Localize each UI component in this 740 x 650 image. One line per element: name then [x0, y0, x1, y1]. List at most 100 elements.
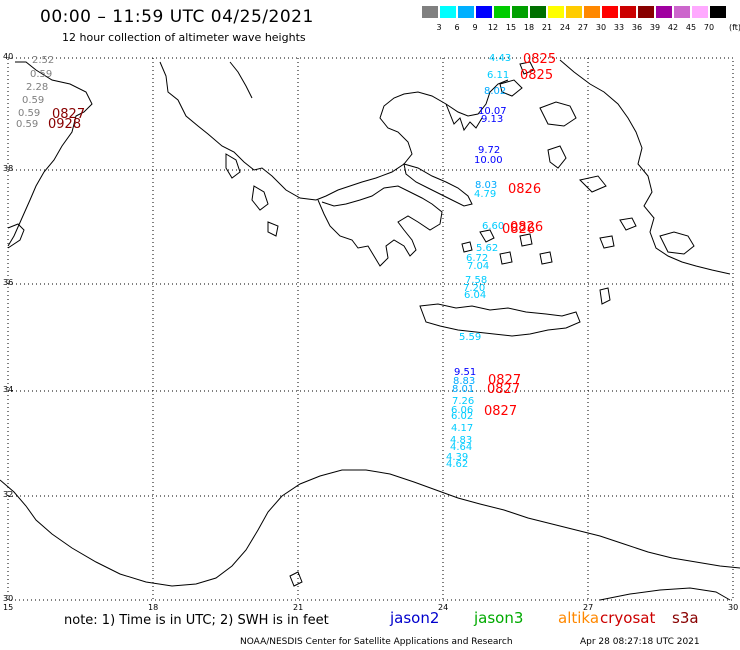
legend-label: 21 [541, 23, 553, 32]
map-title: 00:00 – 11:59 UTC 04/25/2021 [40, 7, 314, 27]
coastlines [0, 59, 740, 601]
swh-value: 4.64 [450, 442, 473, 453]
legend-label: 24 [559, 23, 571, 32]
credit-text: NOAA/NESDIS Center for Satellite Applica… [240, 637, 513, 647]
map-subtitle: 12 hour collection of altimeter wave hei… [62, 31, 306, 44]
legend-label: 6 [454, 23, 460, 32]
swh-value: 8.03 [475, 180, 498, 191]
legend-swatch [511, 5, 529, 19]
legend-label: 39 [649, 23, 661, 32]
pass-time-label: 0826 [510, 220, 544, 235]
swh-value: 4.83 [450, 435, 473, 446]
swh-value: 9.13 [481, 114, 504, 125]
swh-value: 0.59 [30, 69, 53, 80]
legend-swatch [583, 5, 601, 19]
pass-time-label: 0825 [520, 68, 554, 83]
legend-swatch [475, 5, 493, 19]
latitude-tick-label: 38 [3, 164, 14, 173]
legend-swatch [709, 5, 727, 19]
swh-value: 4.62 [446, 459, 469, 470]
swh-value: 6.11 [487, 70, 510, 81]
swh-value: 4.17 [451, 423, 474, 434]
legend-swatch [691, 5, 709, 19]
swh-value: 0.59 [16, 119, 39, 130]
legend-swatch [547, 5, 565, 19]
longitude-tick-label: 30 [728, 603, 739, 612]
swh-value: 4.39 [446, 452, 469, 463]
legend-label: 70 [703, 23, 715, 32]
pass-time-label: 0826 [502, 222, 536, 237]
longitude-tick-label: 15 [3, 603, 14, 612]
legend-label: 3 [436, 23, 442, 32]
map-frame [7, 57, 734, 601]
latitude-tick-label: 34 [3, 385, 14, 394]
swh-value: 7.04 [467, 261, 490, 272]
swh-value: 8.02 [484, 86, 507, 97]
legend-label: 12 [487, 23, 499, 32]
swh-value: 10.00 [474, 155, 503, 166]
swh-value: 8.01 [452, 384, 475, 395]
swh-value: 0.59 [18, 108, 41, 119]
swh-value: 9.51 [454, 367, 477, 378]
satellite-jason3-label: jason3 [474, 609, 524, 627]
longitude-tick-label: 18 [148, 603, 159, 612]
legend-label: 33 [613, 23, 625, 32]
swh-value: 8.83 [453, 376, 476, 387]
pass-time-label: 0826 [508, 182, 542, 197]
swh-value: 6.06 [451, 405, 474, 416]
longitude-tick-label: 21 [293, 603, 304, 612]
swh-value: 4.43 [489, 53, 512, 64]
legend-label: 36 [631, 23, 643, 32]
legend-swatch [619, 5, 637, 19]
pass-time-label: 0827 [52, 107, 86, 122]
legend-label: 18 [523, 23, 535, 32]
satellite-cryosat-label: cryosat [600, 609, 656, 627]
legend-label: 9 [472, 23, 478, 32]
longitude-tick-label: 24 [438, 603, 449, 612]
longitude-tick-label: 27 [583, 603, 594, 612]
legend-label: 15 [505, 23, 517, 32]
swh-value: 6.02 [451, 411, 474, 422]
latitude-tick-label: 40 [3, 52, 14, 61]
pass-time-label: 0827 [487, 382, 521, 397]
legend-label: 45 [685, 23, 697, 32]
latitude-tick-label: 36 [3, 278, 14, 287]
legend-label: 30 [595, 23, 607, 32]
swh-value: 7.20 [463, 283, 486, 294]
satellite-jason2-label: jason2 [390, 609, 440, 627]
latitude-tick-label: 30 [3, 594, 14, 603]
legend-swatch [457, 5, 475, 19]
legend-label: 42 [667, 23, 679, 32]
legend-unit: (ft) [728, 23, 740, 32]
pass-time-label: 0825 [523, 52, 557, 67]
swh-value: 7.26 [452, 396, 475, 407]
pass-time-label: 0827 [488, 373, 522, 388]
swh-value: 6.72 [466, 253, 489, 264]
legend-swatch [493, 5, 511, 19]
swh-value: 6.04 [464, 290, 487, 301]
legend-label: 27 [577, 23, 589, 32]
swh-value: 4.79 [474, 189, 497, 200]
generation-timestamp: Apr 28 08:27:18 UTC 2021 [580, 637, 700, 647]
swh-value: 9.72 [478, 145, 501, 156]
swh-value: 0.59 [22, 95, 45, 106]
lat-lon-grid [7, 57, 734, 601]
legend-swatch [673, 5, 691, 19]
swh-value: 7.58 [465, 275, 488, 286]
swh-value: 2.52 [32, 55, 55, 66]
legend-swatch [601, 5, 619, 19]
latitude-tick-label: 32 [3, 490, 14, 499]
swh-value: 5.62 [476, 243, 499, 254]
swh-value: 2.28 [26, 82, 49, 93]
satellite-altika-label: altika [558, 609, 600, 627]
legend-swatch [529, 5, 547, 19]
legend-swatch [655, 5, 673, 19]
legend-swatch [637, 5, 655, 19]
pass-time-label: 0928 [48, 117, 82, 132]
legend-swatch [421, 5, 439, 19]
legend-swatch [565, 5, 583, 19]
swh-value: 6.60 [482, 221, 505, 232]
swh-value: 10.07 [478, 106, 507, 117]
footer-note: note: 1) Time is in UTC; 2) SWH is in fe… [64, 613, 329, 628]
